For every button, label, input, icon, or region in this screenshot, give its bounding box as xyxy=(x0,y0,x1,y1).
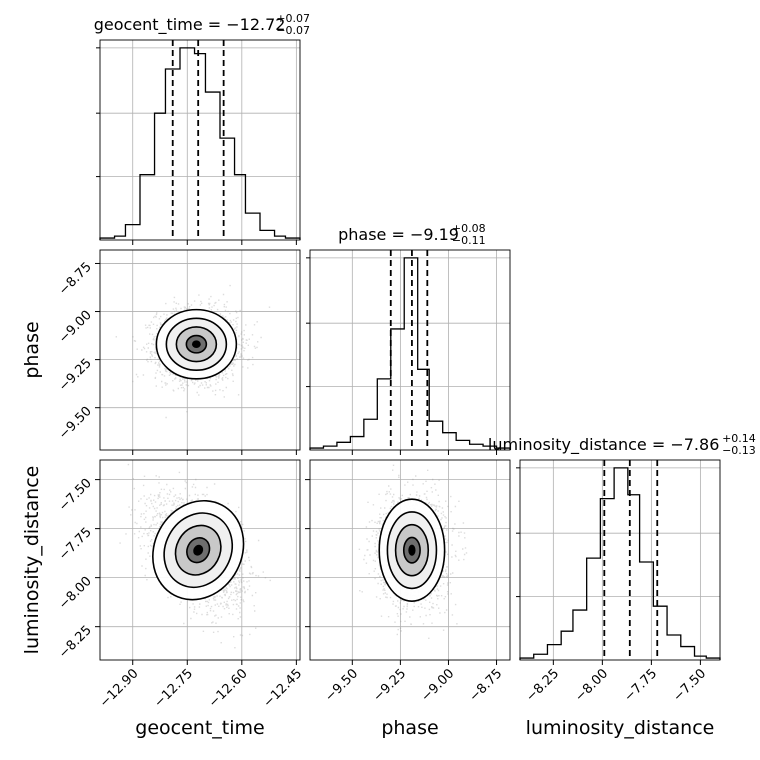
x-tick-label: −12.90 xyxy=(97,666,142,711)
x-tick-label: −7.50 xyxy=(670,666,709,705)
contour-line xyxy=(378,498,446,602)
y-tick-label: −9.00 xyxy=(56,308,95,347)
title-subscript: −0.07 xyxy=(276,24,310,37)
panel-frame xyxy=(99,39,301,241)
panel-frame xyxy=(309,459,511,661)
density-fill-level xyxy=(408,544,416,556)
title-superscript: +0.07 xyxy=(276,12,310,25)
scatter-panel-geocent_time-vs-luminosity_distance xyxy=(95,459,301,665)
scatter-panel-geocent_time-vs-phase xyxy=(95,249,301,455)
hist-panel-phase xyxy=(306,249,511,455)
x-tick-label: −8.75 xyxy=(467,666,506,705)
density-group xyxy=(119,463,271,649)
density-fill-level xyxy=(191,340,201,349)
panel-title-text: luminosity_distance = −7.86 xyxy=(488,435,719,455)
title-main: luminosity_distance = −7.86 xyxy=(488,435,719,455)
panel-title-text: geocent_time = −12.72 xyxy=(94,15,286,35)
contour-line xyxy=(163,512,233,589)
histogram-step-phase xyxy=(309,257,511,450)
panel-title-text: phase = −9.19 xyxy=(338,225,459,244)
y-axis-label-phase: phase xyxy=(21,321,43,378)
contour-line xyxy=(186,537,211,564)
y-tick-label: −9.25 xyxy=(56,356,95,395)
x-tick-label: −9.50 xyxy=(322,666,361,705)
x-tick-label: −8.00 xyxy=(572,666,611,705)
y-tick-label: −8.00 xyxy=(56,574,95,613)
histogram-step-luminosity_distance xyxy=(519,467,721,660)
x-tick-label: −9.25 xyxy=(370,666,409,705)
panel-frame xyxy=(99,249,301,451)
contour-line xyxy=(152,499,245,601)
panel-title-phase: phase = −9.19+0.08−0.11 xyxy=(338,222,486,247)
panel-title-geocent_time: geocent_time = −12.72+0.07−0.07 xyxy=(94,12,310,37)
contour-line xyxy=(402,536,421,564)
x-tick-label: −12.45 xyxy=(261,666,306,711)
panel-title-luminosity_distance: luminosity_distance = −7.86 +0.14−0.13 xyxy=(488,432,756,457)
title-subscript: −0.11 xyxy=(452,234,486,247)
contour-line xyxy=(175,326,218,363)
y-tick-label: −7.75 xyxy=(56,525,95,564)
contour-line xyxy=(386,511,438,590)
y-tick-label: −9.50 xyxy=(56,404,95,443)
x-tick-label: −7.75 xyxy=(621,666,660,705)
density-group xyxy=(358,464,468,639)
title-superscript: +0.14 xyxy=(722,432,756,445)
title-subscript: −0.13 xyxy=(722,444,756,457)
hist-panel-luminosity_distance xyxy=(516,459,721,665)
x-tick-label: −9.00 xyxy=(419,666,458,705)
hist-panel-geocent_time xyxy=(96,39,301,245)
panel-frame xyxy=(519,459,721,661)
panel-frame xyxy=(99,459,301,661)
histogram-step-geocent_time xyxy=(99,47,301,240)
density-group xyxy=(115,284,271,419)
density-fill-level xyxy=(193,544,204,556)
title-main: geocent_time = −12.72 xyxy=(94,15,286,35)
contour-line xyxy=(155,308,238,380)
y-axis-label-luminosity_distance: luminosity_distance xyxy=(21,466,43,655)
x-axis-label-phase: phase xyxy=(381,717,438,739)
contour-line xyxy=(174,524,222,576)
contour-line xyxy=(185,334,208,354)
panel-frame xyxy=(309,249,511,451)
x-axis-label-luminosity_distance: luminosity_distance xyxy=(526,717,715,739)
x-tick-label: −12.75 xyxy=(151,666,196,711)
y-tick-label: −8.75 xyxy=(56,260,95,299)
title-superscript: +0.08 xyxy=(452,222,486,235)
scatter-panel-phase-vs-luminosity_distance xyxy=(305,459,511,665)
x-tick-label: −8.25 xyxy=(523,666,562,705)
contour-line xyxy=(394,523,430,577)
x-tick-label: −12.60 xyxy=(206,666,251,711)
y-tick-label: −7.50 xyxy=(56,476,95,515)
contour-line xyxy=(165,317,228,371)
title-main: phase = −9.19 xyxy=(338,225,459,244)
y-tick-label: −8.25 xyxy=(56,623,95,662)
x-axis-label-geocent_time: geocent_time xyxy=(135,717,264,739)
